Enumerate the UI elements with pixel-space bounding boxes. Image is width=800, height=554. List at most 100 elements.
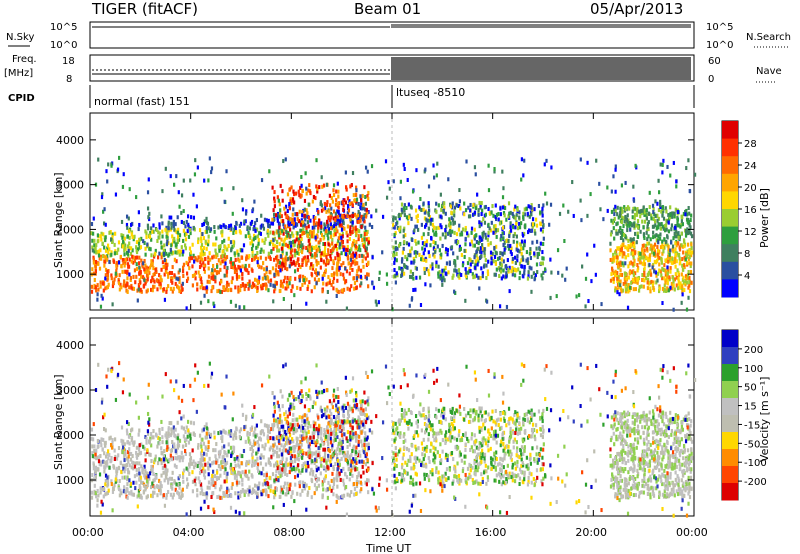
velocity-cell — [330, 412, 333, 417]
velocity-cell — [332, 438, 335, 443]
power-cell — [428, 215, 431, 220]
power-cell — [544, 191, 547, 196]
power-cell — [110, 273, 113, 278]
power-cell — [123, 252, 126, 257]
power-cell — [283, 275, 287, 280]
velocity-cell — [166, 468, 169, 473]
power-cell — [622, 224, 625, 229]
power-cell — [148, 270, 151, 275]
power-cell — [169, 247, 172, 252]
power-cell — [545, 201, 549, 206]
power-cell — [325, 229, 328, 234]
power-cell — [194, 257, 197, 262]
colorbar-band — [722, 138, 738, 157]
velocity-cell — [250, 463, 254, 468]
power-cell — [641, 219, 644, 224]
velocity-cell — [259, 490, 263, 495]
velocity-cell — [115, 471, 118, 476]
power-cell — [428, 208, 431, 213]
velocity-cell — [254, 490, 257, 495]
power-cell — [403, 203, 406, 208]
power-cell — [332, 216, 335, 221]
velocity-cell — [161, 426, 164, 431]
power-cell — [337, 194, 340, 199]
power-cell — [643, 262, 647, 267]
power-cell — [652, 207, 655, 212]
power-cell — [316, 186, 319, 191]
power-cell — [300, 183, 303, 188]
power-cell — [259, 255, 262, 260]
power-cell — [327, 242, 330, 247]
power-cell — [348, 201, 352, 206]
power-cell — [541, 219, 544, 224]
velocity-cell — [357, 480, 360, 485]
power-cell — [642, 261, 645, 266]
power-cell — [505, 238, 509, 243]
power-cell — [278, 212, 282, 217]
power-cell — [135, 262, 138, 267]
power-cell — [501, 195, 505, 200]
velocity-cell — [138, 461, 141, 466]
power-cell — [191, 256, 194, 261]
power-cell — [334, 202, 338, 207]
power-cell — [321, 289, 324, 294]
power-cell — [661, 239, 664, 244]
power-cell — [99, 280, 102, 285]
power-cell — [151, 229, 154, 234]
power-cell — [671, 247, 674, 252]
power-cell — [297, 251, 300, 256]
power-cell — [448, 217, 451, 222]
power-cell — [543, 267, 547, 272]
power-cell — [172, 219, 175, 224]
power-cell — [220, 187, 223, 192]
power-cell — [374, 299, 377, 304]
power-cell — [180, 219, 183, 224]
power-cell — [687, 206, 690, 211]
velocity-cell — [145, 436, 148, 441]
velocity-cell — [336, 469, 339, 474]
power-cell — [628, 261, 632, 266]
power-cell — [633, 241, 636, 246]
power-cell — [331, 241, 334, 246]
power-cell — [147, 268, 150, 273]
power-cell — [659, 232, 662, 237]
power-cell — [505, 217, 508, 222]
velocity-cell — [90, 490, 94, 495]
velocity-cell — [256, 440, 259, 445]
power-cell — [682, 275, 685, 280]
power-cell — [139, 280, 142, 285]
power-cell — [502, 274, 505, 279]
power-cell — [623, 232, 626, 237]
power-cell — [344, 252, 348, 257]
power-cell — [542, 270, 545, 275]
power-cell — [631, 241, 634, 246]
velocity-cell — [277, 475, 280, 480]
power-cell — [659, 199, 662, 204]
power-cell — [293, 200, 296, 205]
power-cell — [215, 270, 219, 275]
power-cell — [673, 231, 676, 236]
power-cell — [207, 299, 210, 304]
power-cell — [248, 254, 251, 259]
power-cell — [188, 258, 191, 263]
power-cell — [367, 240, 370, 245]
velocity-cell — [290, 494, 293, 499]
power-cell — [688, 219, 691, 224]
power-cell — [178, 268, 181, 273]
power-cell — [516, 254, 519, 259]
power-cell — [443, 205, 446, 210]
power-cell — [344, 266, 347, 271]
power-cell — [407, 221, 410, 226]
power-cell — [491, 251, 494, 256]
power-cell — [434, 230, 438, 235]
power-cell — [110, 250, 113, 255]
velocity-cell — [337, 495, 340, 500]
power-cell — [269, 278, 273, 283]
power-cell — [189, 231, 192, 236]
velocity-cell — [274, 486, 277, 491]
power-cell — [377, 300, 380, 305]
power-cell — [237, 257, 240, 262]
power-cell — [494, 272, 497, 277]
power-cell — [298, 240, 301, 245]
power-cell — [109, 230, 112, 235]
